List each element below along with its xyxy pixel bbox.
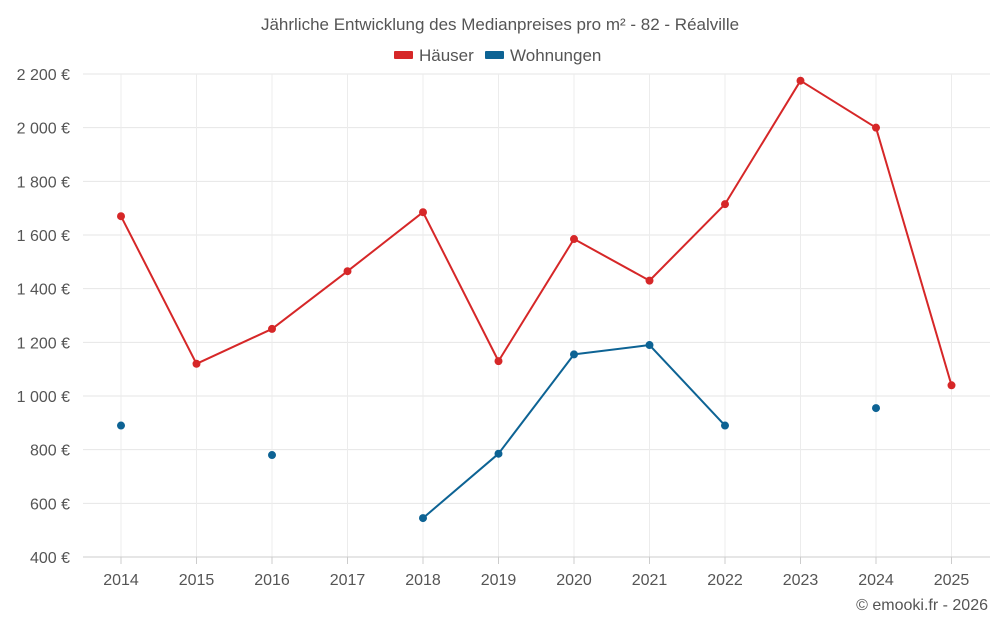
series-line-segment	[875, 126, 953, 387]
y-tick-label: 400 €	[30, 550, 70, 567]
series-line-segment	[271, 270, 349, 330]
series-line-segment	[346, 211, 424, 273]
series-line-segment	[799, 79, 877, 129]
data-point[interactable]	[947, 381, 956, 390]
x-tick-label: 2016	[254, 572, 290, 589]
y-tick-label: 1 200 €	[17, 335, 70, 352]
series-haeuser	[117, 76, 956, 390]
x-tick-label: 2020	[556, 572, 592, 589]
x-tick-label: 2015	[179, 572, 215, 589]
x-tick-label: 2024	[858, 572, 894, 589]
x-tick-label: 2022	[707, 572, 743, 589]
series-wohnungen	[117, 341, 880, 523]
x-tick-label: 2025	[934, 572, 970, 589]
legend-label: Häuser	[419, 46, 474, 65]
legend-swatch	[394, 51, 413, 59]
legend[interactable]: Häuser Wohnungen	[394, 46, 601, 65]
x-tick-label: 2023	[783, 572, 819, 589]
data-point[interactable]	[721, 421, 729, 430]
x-tick-label: 2017	[330, 572, 366, 589]
data-point[interactable]	[192, 359, 201, 368]
series-line-segment	[195, 327, 273, 365]
y-tick-label: 800 €	[30, 443, 70, 460]
x-tick-label: 2021	[632, 572, 668, 589]
series-line-segment	[724, 79, 802, 206]
series-line-segment	[497, 238, 575, 363]
data-point[interactable]	[570, 350, 578, 359]
data-point[interactable]	[645, 341, 654, 350]
y-tick-label: 2 000 €	[17, 121, 70, 138]
data-point[interactable]	[721, 200, 729, 209]
chart-title: Jährliche Entwicklung des Medianpreises …	[261, 15, 739, 34]
y-tick-label: 1 400 €	[17, 282, 70, 299]
series-line-segment	[573, 238, 651, 282]
y-tick-label: 1 000 €	[17, 389, 70, 406]
axes: 400 € 600 € 800 € 1 000 € 1 200 € 1 400 € 1 60…	[17, 67, 990, 589]
data-point[interactable]	[419, 514, 427, 523]
data-point[interactable]	[494, 449, 503, 458]
legend-item-wohnungen[interactable]: Wohnungen	[485, 46, 601, 65]
y-tick-label: 2 200 €	[17, 67, 70, 84]
x-tick-label: 2014	[103, 572, 139, 589]
data-point[interactable]	[117, 212, 125, 221]
x-tick-label: 2019	[481, 572, 517, 589]
data-point[interactable]	[872, 123, 880, 132]
series-line-segment	[573, 344, 651, 356]
series-line-segment	[422, 452, 500, 520]
data-point[interactable]	[268, 451, 276, 460]
legend-swatch	[485, 51, 504, 59]
data-point[interactable]	[570, 235, 578, 244]
grid	[83, 73, 990, 557]
series-line-segment	[497, 353, 575, 455]
x-tick-label: 2018	[405, 572, 441, 589]
data-point[interactable]	[117, 421, 125, 430]
series-line-segment	[648, 203, 726, 282]
chart-credit: © emooki.fr - 2026	[856, 597, 988, 614]
data-point[interactable]	[494, 357, 503, 366]
data-point[interactable]	[343, 267, 352, 276]
series-layer	[117, 76, 956, 523]
series-line-segment	[120, 215, 198, 365]
data-point[interactable]	[872, 404, 880, 413]
legend-label: Wohnungen	[510, 46, 601, 65]
y-tick-label: 600 €	[30, 496, 70, 513]
data-point[interactable]	[645, 276, 654, 285]
y-tick-label: 1 600 €	[17, 228, 70, 245]
data-point[interactable]	[268, 324, 276, 333]
data-point[interactable]	[796, 76, 805, 85]
y-tick-label: 1 800 €	[17, 174, 70, 191]
series-line-segment	[422, 211, 500, 363]
legend-item-haeuser[interactable]: Häuser	[394, 46, 474, 65]
data-point[interactable]	[419, 208, 427, 217]
series-line-segment	[648, 344, 726, 427]
